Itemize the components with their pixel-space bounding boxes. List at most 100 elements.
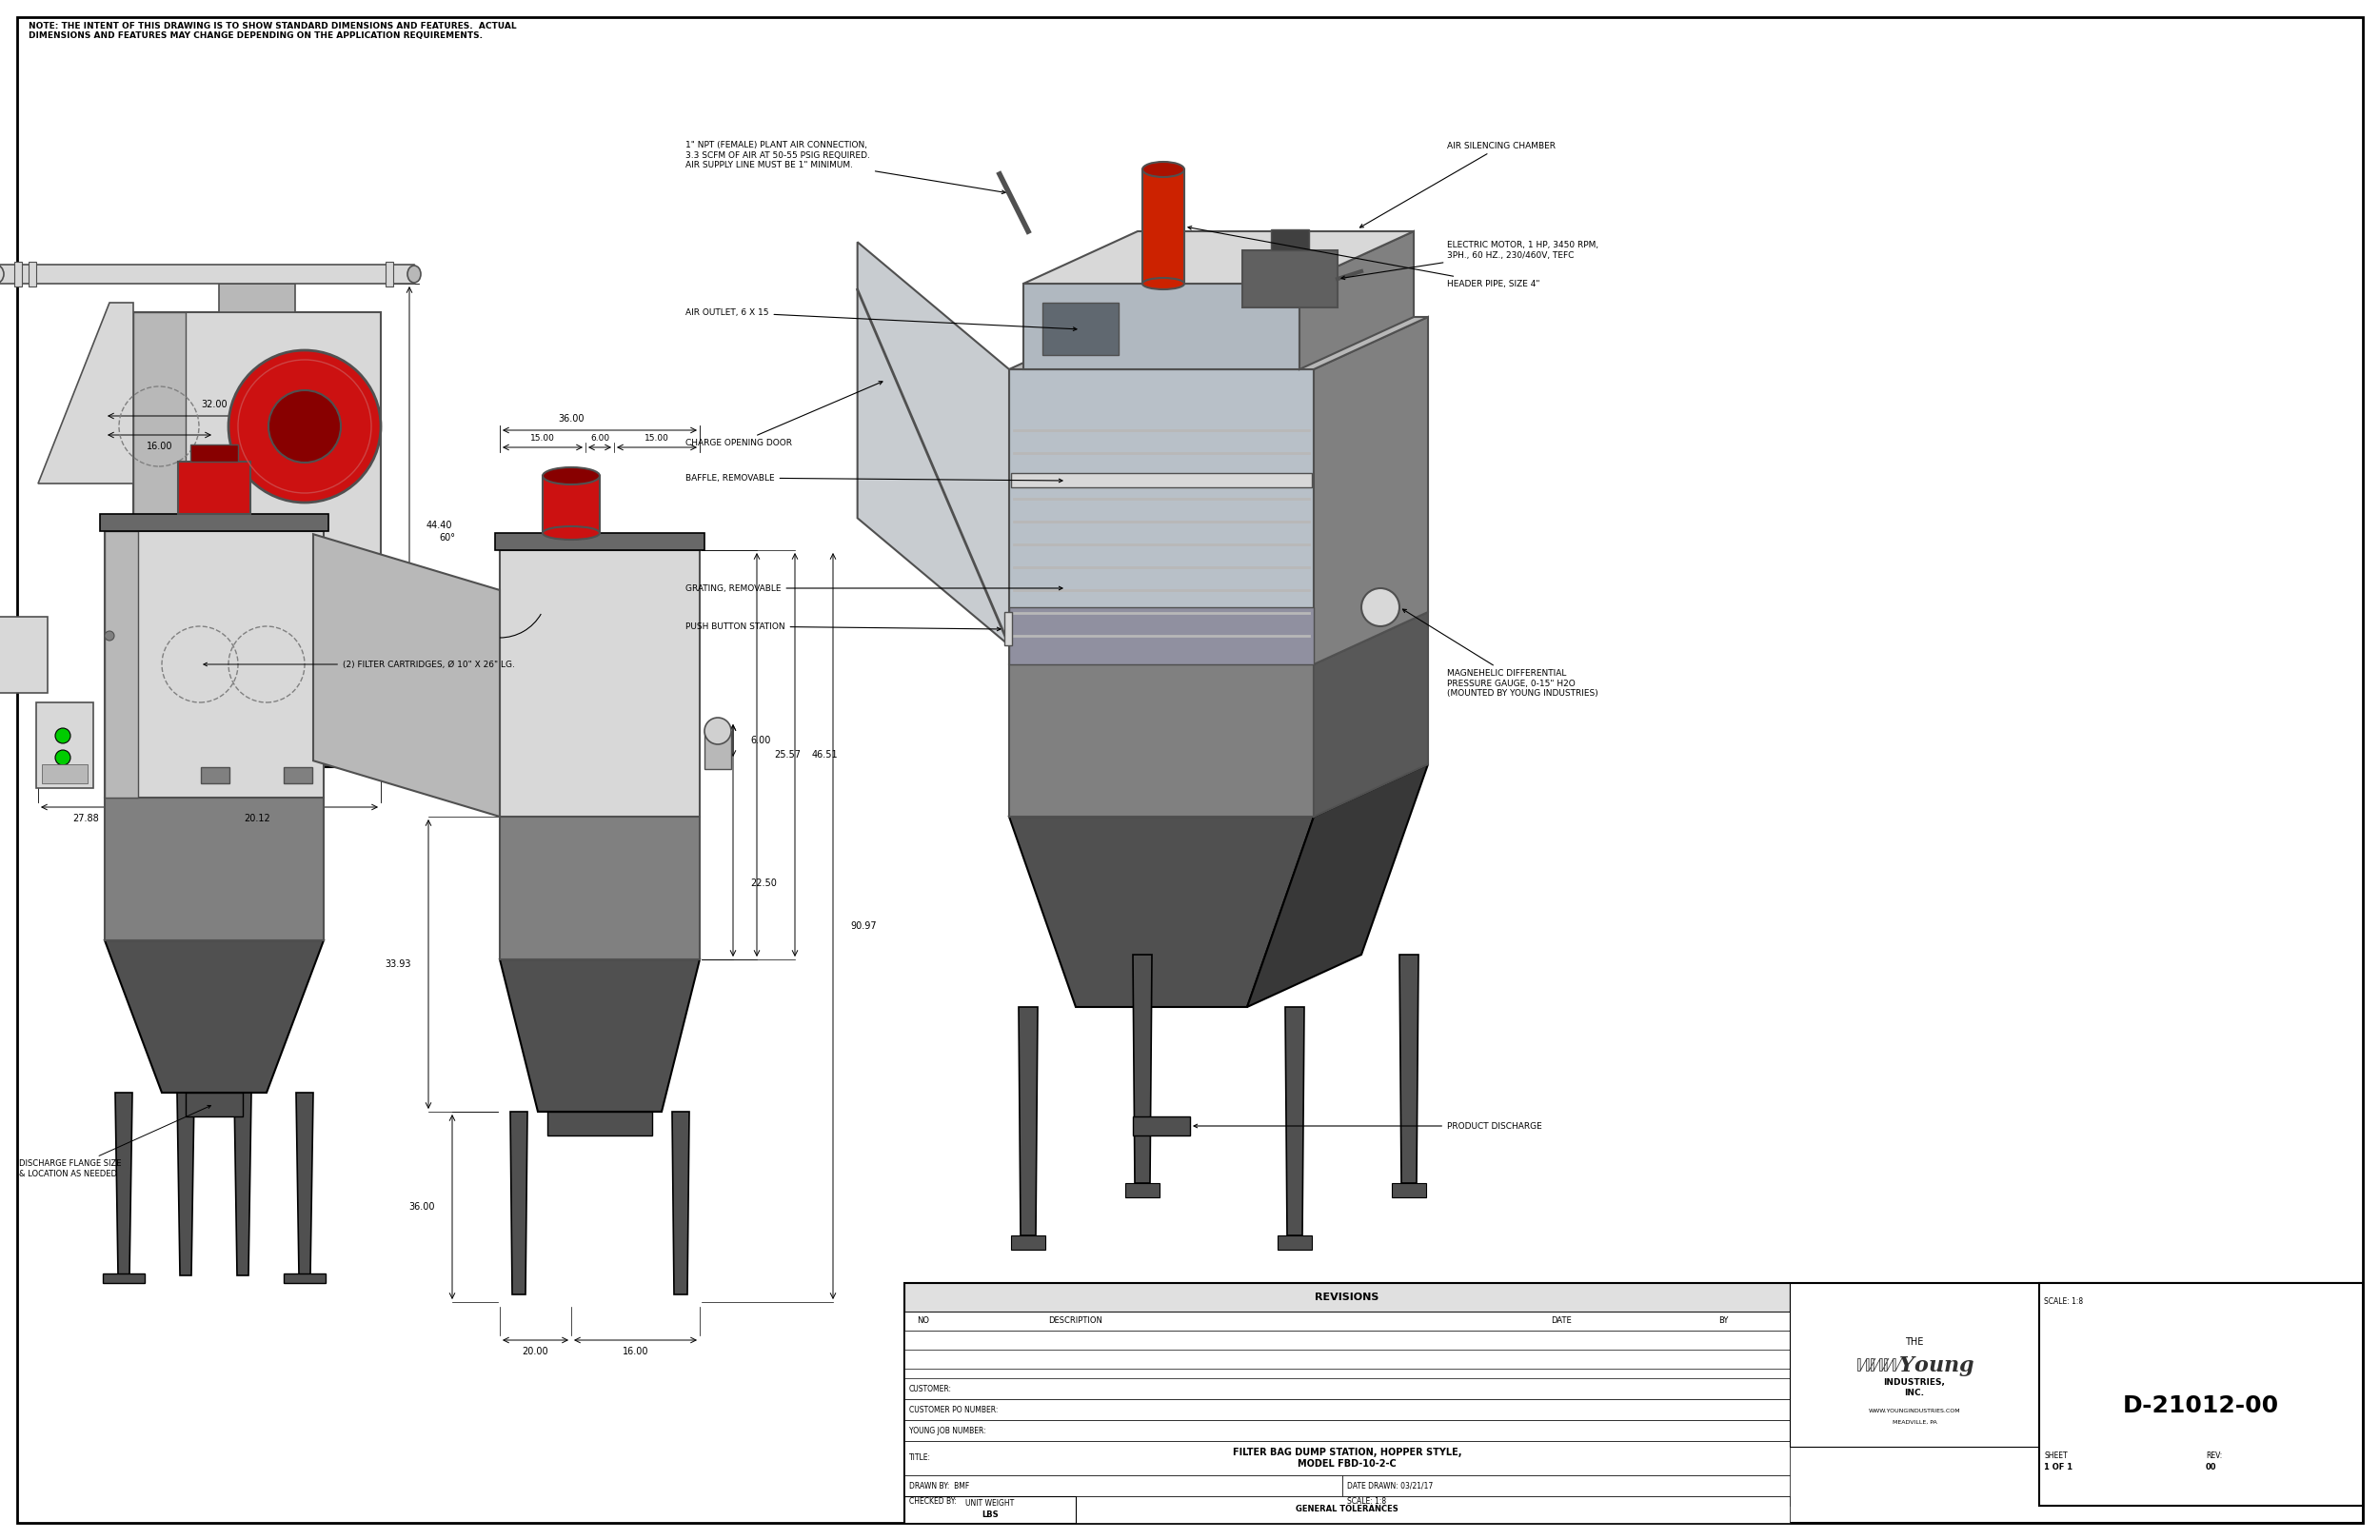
Bar xyxy=(904,1497,1342,1506)
Text: INDUSTRIES,: INDUSTRIES, xyxy=(1883,1378,1944,1386)
Bar xyxy=(186,1093,243,1116)
Bar xyxy=(1012,1235,1045,1249)
Text: 1" NPT (FEMALE) PLANT AIR CONNECTION,
3.3 SCFM OF AIR AT 50-55 PSIG REQUIRED.
AI: 1" NPT (FEMALE) PLANT AIR CONNECTION, 3.… xyxy=(685,142,1004,194)
Text: 32.00: 32.00 xyxy=(200,400,228,410)
Polygon shape xyxy=(295,1093,314,1275)
Text: YOUNG JOB NUMBER:: YOUNG JOB NUMBER: xyxy=(909,1426,985,1435)
Text: 16.00: 16.00 xyxy=(624,1348,647,1357)
Ellipse shape xyxy=(407,265,421,283)
Polygon shape xyxy=(314,534,500,816)
Bar xyxy=(0,616,48,693)
Bar xyxy=(190,445,238,462)
Polygon shape xyxy=(1023,283,1299,370)
Text: 15.00: 15.00 xyxy=(645,434,669,442)
Bar xyxy=(1271,229,1309,251)
Text: MAGNEHELIC DIFFERENTIAL
PRESSURE GAUGE, 0-15" H2O
(MOUNTED BY YOUNG INDUSTRIES): MAGNEHELIC DIFFERENTIAL PRESSURE GAUGE, … xyxy=(1402,610,1599,698)
Bar xyxy=(1790,1283,2040,1446)
Text: 46.51: 46.51 xyxy=(812,750,838,759)
Text: HEADER PIPE, SIZE 4": HEADER PIPE, SIZE 4" xyxy=(1188,226,1540,288)
Bar xyxy=(904,1312,1790,1331)
Bar xyxy=(386,262,393,286)
Bar xyxy=(105,531,324,798)
Text: DISCHARGE FLANGE SIZE
& LOCATION AS NEEDED: DISCHARGE FLANGE SIZE & LOCATION AS NEED… xyxy=(19,1106,212,1178)
Ellipse shape xyxy=(1142,162,1185,177)
Text: SHEET: SHEET xyxy=(2044,1452,2068,1460)
Text: 27.88: 27.88 xyxy=(71,813,100,824)
Text: 60°: 60° xyxy=(440,533,455,542)
Text: WWW.YOUNGINDUSTRIES.COM: WWW.YOUNGINDUSTRIES.COM xyxy=(1868,1408,1961,1412)
Polygon shape xyxy=(1314,317,1428,664)
Bar xyxy=(43,764,88,784)
Polygon shape xyxy=(114,1093,133,1275)
Bar xyxy=(1392,1183,1426,1198)
Text: PRODUCT DISCHARGE: PRODUCT DISCHARGE xyxy=(1195,1121,1542,1130)
Text: BY: BY xyxy=(1718,1317,1728,1326)
Polygon shape xyxy=(1009,317,1428,370)
Circle shape xyxy=(1361,588,1399,627)
Text: FILTER BAG DUMP STATION, HOPPER STYLE,
MODEL FBD-10-2-C: FILTER BAG DUMP STATION, HOPPER STYLE, M… xyxy=(1233,1448,1461,1469)
Polygon shape xyxy=(1142,169,1185,283)
Polygon shape xyxy=(1009,607,1314,664)
Text: NOTE: THE INTENT OF THIS DRAWING IS TO SHOW STANDARD DIMENSIONS AND FEATURES.  A: NOTE: THE INTENT OF THIS DRAWING IS TO S… xyxy=(29,22,516,40)
Bar xyxy=(1278,1235,1311,1249)
Bar xyxy=(219,283,295,313)
Polygon shape xyxy=(1314,611,1428,816)
Bar xyxy=(547,1112,652,1135)
Bar xyxy=(1042,303,1119,356)
Bar xyxy=(904,1369,1790,1388)
Text: 15.00: 15.00 xyxy=(531,434,555,442)
Polygon shape xyxy=(1399,955,1418,1183)
Text: REVISIONS: REVISIONS xyxy=(1316,1292,1378,1301)
Polygon shape xyxy=(38,303,133,484)
Bar xyxy=(904,1497,1076,1523)
Bar xyxy=(904,1441,1790,1475)
Bar xyxy=(105,798,324,941)
Polygon shape xyxy=(1023,231,1414,283)
Bar xyxy=(543,476,600,533)
Ellipse shape xyxy=(1142,277,1185,290)
Polygon shape xyxy=(509,1112,528,1295)
Text: SCALE: 1:8: SCALE: 1:8 xyxy=(1347,1497,1385,1505)
Polygon shape xyxy=(857,242,1009,645)
Text: CUSTOMER:: CUSTOMER: xyxy=(909,1384,952,1394)
Bar xyxy=(500,550,700,816)
Polygon shape xyxy=(1009,764,1428,816)
Text: BAFFLE, REMOVABLE: BAFFLE, REMOVABLE xyxy=(685,473,1061,482)
Bar xyxy=(904,1475,1342,1497)
Circle shape xyxy=(55,728,71,744)
Text: $\mathbb{W}\!\mathbb{W}\!\mathbb{W}$Young: $\mathbb{W}\!\mathbb{W}\!\mathbb{W}$Youn… xyxy=(1854,1354,1975,1378)
Text: 33.93: 33.93 xyxy=(386,959,412,969)
Text: ELECTRIC MOTOR, 1 HP, 3450 RPM,
3PH., 60 HZ., 230/460V, TEFC: ELECTRIC MOTOR, 1 HP, 3450 RPM, 3PH., 60… xyxy=(1342,242,1599,279)
Bar xyxy=(904,1497,1790,1523)
Polygon shape xyxy=(1009,664,1314,816)
Bar xyxy=(1004,611,1012,645)
Bar xyxy=(36,702,93,788)
Text: AIR OUTLET, 6 X 15: AIR OUTLET, 6 X 15 xyxy=(685,308,1076,331)
Text: REV:: REV: xyxy=(2206,1452,2223,1460)
Polygon shape xyxy=(1012,473,1311,487)
Bar xyxy=(904,1400,1790,1420)
Text: DRAWN BY:  BMF: DRAWN BY: BMF xyxy=(909,1481,969,1491)
Bar xyxy=(1342,1497,1790,1506)
Circle shape xyxy=(228,350,381,502)
Text: GENERAL TOLERANCES: GENERAL TOLERANCES xyxy=(1295,1505,1399,1514)
Bar xyxy=(1133,1116,1190,1135)
Text: 44.40: 44.40 xyxy=(426,521,452,530)
Text: UNIT WEIGHT: UNIT WEIGHT xyxy=(966,1500,1014,1508)
Text: 6.00: 6.00 xyxy=(750,736,771,745)
Text: 22.50: 22.50 xyxy=(750,878,776,889)
Bar xyxy=(283,1274,326,1283)
Text: PUSH BUTTON STATION: PUSH BUTTON STATION xyxy=(685,622,1000,631)
Ellipse shape xyxy=(543,527,600,539)
Ellipse shape xyxy=(543,467,600,485)
Text: 25.57: 25.57 xyxy=(774,750,800,759)
Text: (2) FILTER CARTRIDGES, Ø 10" X 26" LG.: (2) FILTER CARTRIDGES, Ø 10" X 26" LG. xyxy=(205,661,514,668)
Bar xyxy=(14,262,21,286)
Bar xyxy=(105,531,138,798)
Ellipse shape xyxy=(0,265,5,283)
Bar xyxy=(133,313,381,579)
Bar xyxy=(133,313,186,579)
Text: INC.: INC. xyxy=(1904,1389,1925,1398)
Bar xyxy=(904,1349,1790,1369)
Polygon shape xyxy=(233,1093,252,1275)
